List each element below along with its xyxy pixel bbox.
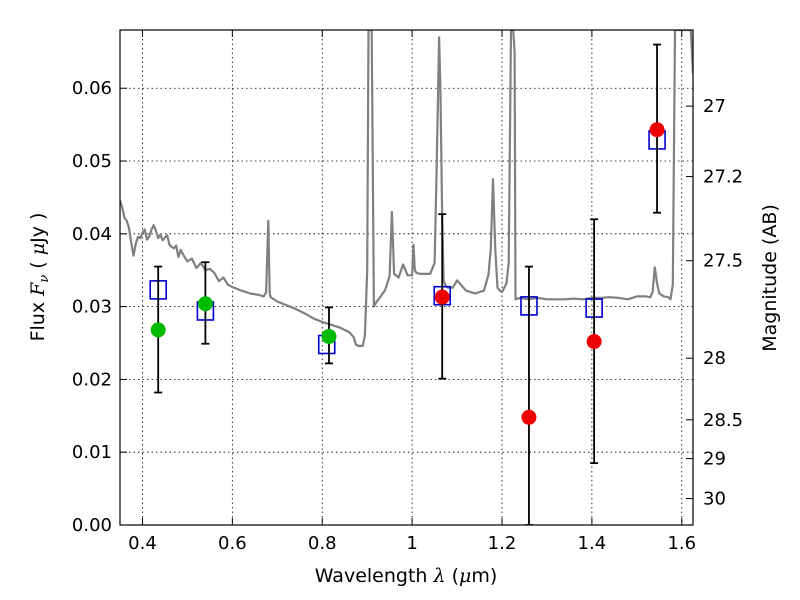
y2-tick-label: 27.5 (703, 251, 743, 272)
x-axis-title: Wavelength λ (μm) (315, 565, 498, 587)
y-axis-title: Flux Fν ( μJy ) (27, 213, 52, 342)
observed-green-point (321, 328, 337, 344)
y-tick-label: 0.02 (72, 369, 112, 390)
x-tick-label: 1.6 (667, 533, 696, 554)
x-tick-label: 0.8 (308, 533, 337, 554)
x-tick-label: 1.2 (488, 533, 517, 554)
y-tick-label: 0.04 (72, 224, 112, 245)
observed-red-point (521, 409, 537, 425)
y-tick-label: 0.05 (72, 151, 112, 172)
y-tick-label: 0.06 (72, 78, 112, 99)
plot-frame (119, 29, 694, 526)
x-tick-label: 1.4 (578, 533, 607, 554)
observed-red-point (586, 334, 602, 350)
y-tick-label: 0.00 (72, 515, 112, 536)
y2-tick-label: 28 (703, 348, 726, 369)
observed-red-point (434, 289, 450, 305)
x-tick-label: 0.4 (128, 533, 157, 554)
y2-axis-title: Magnitude (AB) (759, 204, 781, 352)
y2-tick-label: 28.5 (703, 410, 743, 431)
y2-tick-label: 27.2 (703, 167, 743, 188)
model-spectrum-line (120, 30, 693, 347)
axis-ticks: 0.4 0.6 0.8 1 1.2 1.4 1.6 0.00 0.01 0.02 0.03 0.04 0… (72, 30, 743, 554)
data-marks (149, 43, 666, 525)
x-tick-label: 1 (406, 533, 417, 554)
y-tick-label: 0.03 (72, 297, 112, 318)
observed-red-point (649, 122, 665, 138)
y2-tick-label: 30 (703, 489, 726, 510)
observed-green-point (197, 296, 213, 312)
y2-tick-label: 29 (703, 449, 726, 470)
x-tick-label: 0.6 (218, 533, 247, 554)
y-tick-label: 0.01 (72, 442, 112, 463)
observed-green-point (150, 322, 166, 338)
y2-tick-label: 27 (703, 96, 726, 117)
